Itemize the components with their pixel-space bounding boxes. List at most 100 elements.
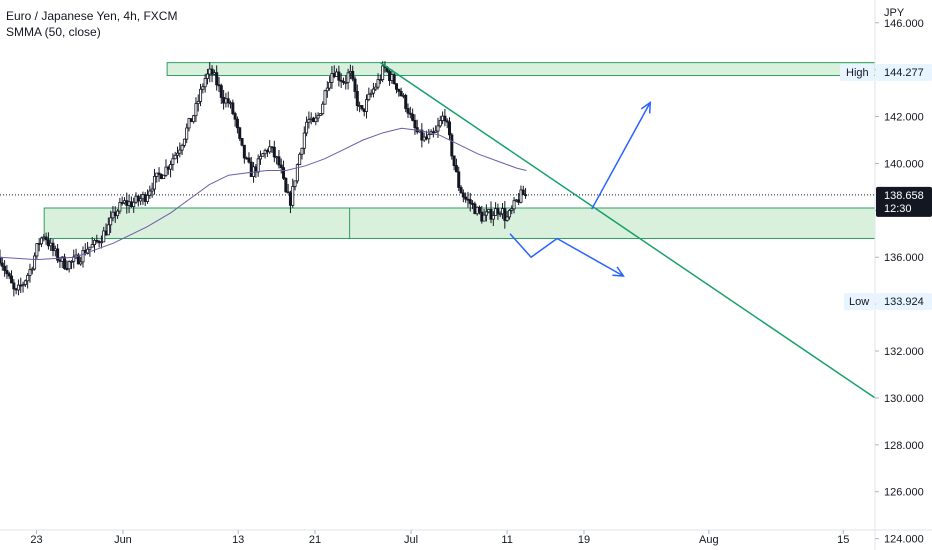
candle-up — [300, 147, 304, 155]
candle-up — [171, 158, 175, 165]
candle-up — [88, 246, 92, 250]
candle-up — [484, 211, 488, 216]
trendline[interactable] — [379, 61, 876, 399]
candle-down — [406, 108, 410, 114]
candle-up — [16, 284, 20, 291]
candle-up — [328, 82, 332, 89]
candle-up — [494, 208, 498, 216]
candle-up — [475, 206, 479, 215]
candle-up — [148, 190, 152, 196]
candle-down — [464, 196, 468, 200]
candle-down — [468, 199, 472, 204]
candle-up — [436, 125, 440, 132]
candle-down — [159, 174, 163, 179]
candle-down — [399, 91, 403, 97]
candle-down — [452, 155, 456, 166]
candle-up — [173, 154, 177, 160]
candle-up — [487, 209, 491, 213]
time-tick-label: 21 — [309, 534, 321, 546]
zones-layer — [43, 62, 876, 239]
high-label: High — [846, 67, 869, 79]
candle-down — [136, 195, 140, 202]
high-value-bg — [876, 64, 932, 81]
candle-down — [129, 201, 133, 207]
candle-down — [459, 187, 463, 194]
price-tick-label: 136.000 — [884, 252, 924, 264]
candle-up — [141, 194, 145, 200]
candle-up — [164, 166, 168, 176]
indicator-label[interactable]: SMMA (50, close) — [6, 25, 101, 39]
candle-down — [473, 203, 477, 215]
candle-up — [23, 280, 27, 285]
candle-up — [438, 120, 442, 127]
candle-down — [411, 113, 415, 121]
candle-up — [348, 70, 352, 74]
candle-up — [208, 68, 212, 75]
candle-down — [353, 78, 357, 92]
candle-up — [346, 72, 350, 83]
candle-up — [127, 201, 131, 206]
candle-down — [471, 203, 475, 205]
bullish-arrow — [591, 102, 651, 210]
candle-up — [26, 275, 30, 282]
candle-down — [521, 189, 525, 196]
candle-down — [312, 117, 316, 123]
candle-down — [272, 146, 276, 158]
candle-up — [201, 86, 205, 90]
candle-up — [256, 158, 260, 173]
candle-down — [19, 284, 23, 287]
candle-up — [178, 149, 182, 154]
candle-up — [358, 105, 362, 107]
symbol-title[interactable]: Euro / Japanese Yen, 4h, FXCM — [6, 9, 178, 23]
candle-down — [97, 241, 101, 244]
candle-down — [5, 270, 9, 275]
candle-down — [63, 256, 67, 269]
currency-label: JPY — [884, 7, 905, 19]
candle-down — [14, 288, 18, 291]
candle-up — [109, 217, 113, 226]
time-tick-label: 15 — [837, 534, 849, 546]
candle-down — [339, 79, 343, 82]
candle-down — [51, 242, 55, 252]
candle-down — [226, 98, 230, 104]
candle-down — [0, 262, 4, 267]
candle-down — [219, 85, 223, 98]
time-axis[interactable]: 23 Jun 13 21 Jul 11 19 Aug 15 — [30, 530, 849, 546]
candle-down — [480, 211, 484, 222]
candle-up — [28, 269, 32, 276]
candle-up — [42, 236, 46, 239]
chart-legend: Euro / Japanese Yen, 4h, FXCM SMMA (50, … — [6, 8, 177, 40]
projection-arrows[interactable] — [509, 100, 652, 277]
candle-down — [231, 102, 235, 114]
price-tick-label: 140.000 — [884, 158, 924, 170]
bearish-arrow-head — [612, 266, 625, 277]
candle-up — [21, 284, 25, 287]
candle-up — [180, 144, 184, 151]
candle-down — [454, 165, 458, 173]
price-tick-label: 128.000 — [884, 440, 924, 452]
candle-down — [466, 198, 470, 201]
candle-down — [44, 236, 48, 241]
candles-layer — [0, 61, 528, 297]
candle-up — [155, 172, 159, 177]
candle-up — [150, 188, 154, 192]
candle-up — [185, 127, 189, 140]
candle-down — [65, 268, 69, 270]
candle-up — [106, 224, 110, 236]
candle-down — [450, 134, 454, 157]
candle-up — [381, 65, 385, 80]
bearish-arrow — [509, 233, 624, 277]
candle-up — [335, 71, 339, 77]
candle-down — [58, 259, 62, 262]
candle-down — [397, 88, 401, 92]
time-tick-label: Jul — [404, 534, 418, 546]
candle-down — [265, 149, 269, 153]
candle-down — [388, 71, 392, 81]
candle-up — [35, 243, 39, 257]
candle-up — [512, 200, 516, 210]
candle-down — [496, 208, 500, 215]
candle-up — [111, 211, 115, 219]
candle-up — [268, 146, 272, 153]
candle-up — [314, 117, 318, 123]
